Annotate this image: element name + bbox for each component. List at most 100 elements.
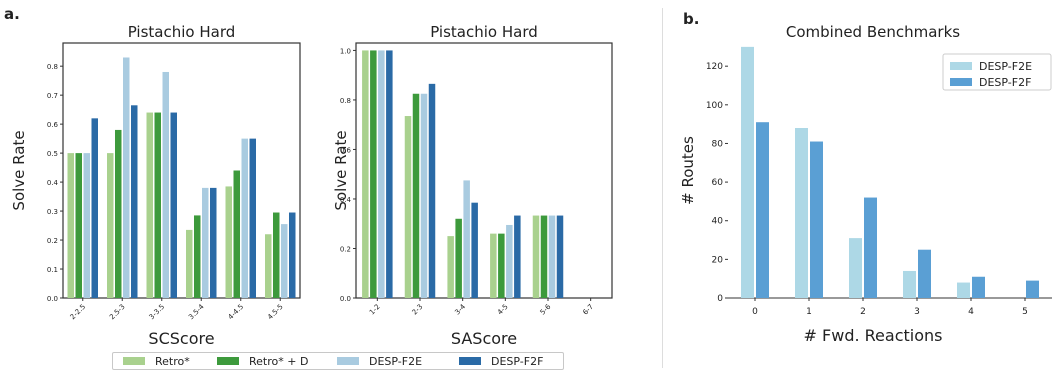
- chart2-x-axis-label: SAScore: [451, 329, 517, 348]
- chart1-ytick-label-0: 0.0: [47, 295, 58, 303]
- chart2-ytick-label-0: 0.0: [340, 295, 351, 303]
- chart1-bar-desp-f2e-0: [83, 153, 90, 298]
- chart3-bar-desp-f2e-3: [903, 270, 916, 298]
- legend-swatch-retro: [123, 357, 145, 365]
- chart1-bar-desp-f2f-5: [289, 212, 296, 298]
- chart3-xtick-label-1: 1: [806, 307, 812, 317]
- chart1-bar-retro--5: [265, 234, 272, 298]
- chart3-bar-desp-f2f-3: [918, 249, 931, 298]
- chart1-ytick-label-8: 0.8: [47, 63, 58, 71]
- chart3-x-axis-label: # Fwd. Reactions: [804, 326, 943, 345]
- chart2-xtick-label-4: 5-6: [539, 302, 553, 316]
- chart3-bar-desp-f2e-2: [849, 238, 862, 298]
- chart1-ytick-label-2: 0.2: [47, 237, 58, 245]
- chart1-ytick-label-4: 0.4: [47, 179, 59, 187]
- legend-item-retro: Retro*: [123, 355, 207, 368]
- chart1-bar-retro-d-0: [75, 153, 82, 298]
- panel-a-label: a.: [4, 5, 20, 23]
- chart1-bar-desp-f2e-1: [123, 57, 130, 299]
- chart1-bar-retro-d-3: [194, 215, 201, 298]
- chart2-xtick-label-2: 3-4: [453, 302, 467, 316]
- chart2-ytick-label-2: 0.4: [340, 196, 352, 204]
- chart3-legend-label-0: DESP-F2E: [979, 60, 1032, 73]
- panel-b-label: b.: [683, 10, 700, 28]
- chart3-legend-swatch-1: [950, 78, 972, 86]
- chart1-xtick-label-5: 4.5-5: [266, 303, 284, 321]
- chart1-bar-retro--0: [67, 153, 74, 298]
- legend-swatch-retro-d: [217, 357, 239, 365]
- chart1-bar-retro-d-4: [233, 170, 240, 298]
- chart2-bar-desp-f2e-4: [548, 215, 556, 298]
- chart1-bar-desp-f2f-2: [170, 112, 177, 298]
- chart2-bar-retro--1: [404, 116, 412, 298]
- chart3-xtick-label-0: 0: [752, 307, 758, 317]
- legend-label-desp-f2f: DESP-F2F: [491, 354, 544, 368]
- chart2-axes-frame: [355, 42, 613, 299]
- chart2-bar-desp-f2e-2: [463, 180, 470, 298]
- chart1-bar-desp-f2e-2: [162, 71, 169, 299]
- legend-item-desp-f2f: DESP-F2F: [459, 355, 543, 368]
- legend-label-desp-f2e: DESP-F2E: [369, 354, 423, 368]
- chart2-bar-desp-f2e-0: [378, 50, 385, 298]
- chart1-bar-retro--1: [107, 153, 114, 298]
- chart2-bar-desp-f2f-4: [556, 215, 564, 298]
- chart3-ytick-label-6: 120: [706, 62, 723, 72]
- chart1-y-axis-label: Solve Rate: [10, 130, 28, 210]
- chart3-ytick-label-2: 40: [712, 217, 724, 227]
- chart3-y-axis-label: # Routes: [679, 136, 697, 205]
- chart2-bar-desp-f2f-3: [514, 215, 521, 298]
- chart2-title: Pistachio Hard: [430, 23, 538, 41]
- chart3-ytick-label-3: 60: [712, 178, 724, 188]
- chart3-ytick-label-0: 0: [717, 294, 723, 304]
- chart2-bar-retro-d-1: [412, 93, 420, 298]
- legend-label-retro: Retro*: [155, 354, 190, 368]
- chart3-bar-desp-f2f-4: [972, 276, 985, 298]
- chart3-title: Combined Benchmarks: [786, 23, 960, 41]
- chart2-ytick-label-5: 1.0: [340, 47, 351, 55]
- chart2-bar-desp-f2f-0: [386, 50, 393, 298]
- chart3-bar-desp-f2f-0: [756, 122, 769, 298]
- chart3-xtick-label-5: 5: [1022, 307, 1028, 317]
- chart3-bar-desp-f2e-4: [957, 282, 970, 298]
- chart3-ytick-label-4: 80: [712, 139, 724, 149]
- chart1-bar-retro-d-5: [273, 212, 280, 298]
- chart2-ytick-label-1: 0.2: [340, 245, 351, 253]
- legend-swatch-desp-f2e: [337, 357, 359, 365]
- chart2-xtick-label-1: 2-3: [411, 303, 425, 317]
- chart3-bar-desp-f2f-2: [864, 197, 877, 298]
- chart1-ytick-label-1: 0.1: [47, 266, 58, 274]
- legend-swatch-desp-f2f: [459, 357, 481, 365]
- legend-label-retro-d: Retro* + D: [249, 354, 309, 368]
- chart1-ytick-label-3: 0.3: [47, 208, 58, 216]
- chart1-bar-desp-f2e-5: [281, 224, 288, 298]
- chart1-bar-desp-f2e-3: [202, 187, 209, 298]
- chart3-xtick-label-3: 3: [914, 307, 920, 317]
- chart2-y-axis-label: Solve Rate: [332, 130, 350, 210]
- chart2-bar-desp-f2f-2: [471, 202, 478, 298]
- chart3-bar-desp-f2e-0: [741, 46, 754, 299]
- panel-divider: [662, 8, 663, 368]
- chart1-xtick-label-3: 3.5-4: [187, 302, 206, 321]
- chart1-bar-desp-f2f-0: [91, 118, 98, 298]
- legend-item-desp-f2e: DESP-F2E: [337, 355, 449, 368]
- chart2-bar-retro--3: [490, 233, 497, 298]
- chart2-bar-retro-d-3: [498, 233, 505, 298]
- chart1-ytick-label-7: 0.7: [47, 92, 58, 100]
- legend-panel-a: Retro* Retro* + D DESP-F2E DESP-F2F: [112, 352, 564, 370]
- chart1-bar-retro--3: [186, 229, 193, 298]
- chart1-ytick-label-5: 0.5: [47, 150, 58, 158]
- chart1-bar-retro-d-2: [154, 112, 161, 298]
- chart1-bar-desp-f2e-4: [241, 138, 248, 298]
- chart1-bar-desp-f2f-3: [210, 187, 217, 298]
- chart3-ytick-label-1: 20: [712, 255, 724, 265]
- chart3-xtick-label-4: 4: [968, 307, 974, 317]
- chart1-bar-retro-d-1: [115, 129, 122, 298]
- chart1-ytick-label-6: 0.6: [47, 121, 59, 129]
- chart1-bar-desp-f2f-1: [131, 105, 138, 298]
- chart2-bar-retro-d-2: [455, 218, 462, 298]
- chart2-bar-retro--2: [447, 236, 454, 298]
- chart3-legend-swatch-0: [950, 62, 972, 70]
- chart1-xtick-label-2: 3-3.5: [148, 303, 166, 321]
- chart1-xtick-label-1: 2.5-3: [108, 303, 126, 321]
